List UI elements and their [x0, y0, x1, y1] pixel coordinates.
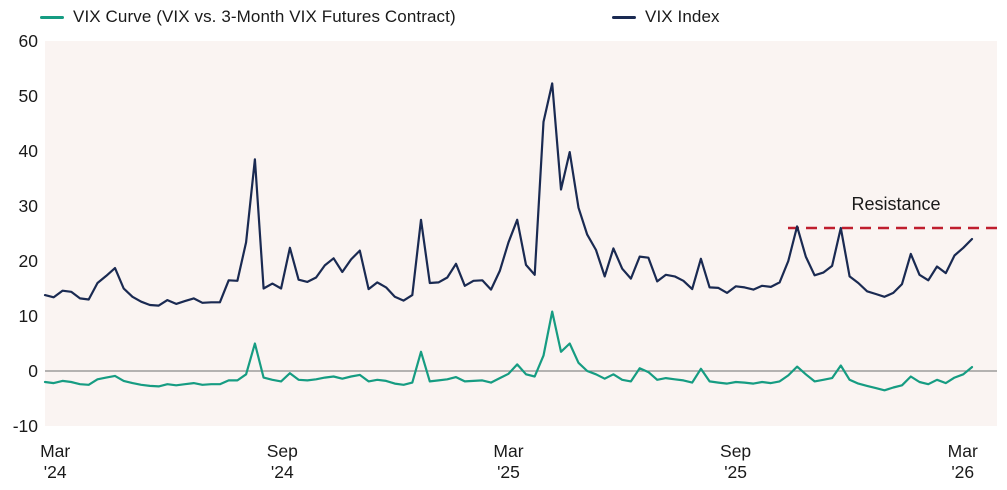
x-tick-label: Mar '25: [464, 441, 554, 483]
x-tick-label: Sep '24: [237, 441, 327, 483]
legend-label: VIX Curve (VIX vs. 3-Month VIX Futures C…: [73, 7, 456, 26]
y-tick-label: -10: [12, 415, 38, 436]
x-tick-label: Sep '25: [691, 441, 781, 483]
legend-item-vix-index: VIX Index: [612, 6, 720, 28]
y-tick-label: 40: [18, 140, 38, 161]
x-tick-label: Mar '24: [10, 441, 100, 483]
x-tick-year: '25: [724, 462, 748, 482]
y-tick-label: 0: [28, 360, 38, 381]
x-tick-year: '24: [270, 462, 294, 482]
y-tick-label: 50: [18, 85, 38, 106]
x-tick-month: Mar: [947, 441, 978, 461]
legend-line-swatch: [40, 15, 64, 19]
y-tick-label: 30: [18, 195, 38, 216]
x-tick-month: Sep: [266, 441, 298, 461]
vix-curve-line: [43, 310, 974, 392]
y-tick-label: 10: [18, 305, 38, 326]
y-tick-label: 60: [18, 30, 38, 51]
legend-label: VIX Index: [645, 7, 720, 26]
plot-background: [45, 41, 997, 426]
x-tick-month: Mar: [493, 441, 524, 461]
x-tick-label: Mar '26: [918, 441, 1007, 483]
legend-item-vix-curve: VIX Curve (VIX vs. 3-Month VIX Futures C…: [40, 6, 456, 28]
x-tick-month: Mar: [40, 441, 71, 461]
x-tick-year: '25: [497, 462, 520, 482]
y-tick-label: 20: [18, 250, 38, 271]
legend-line-swatch: [612, 15, 636, 19]
chart-legend: VIX Curve (VIX vs. 3-Month VIX Futures C…: [0, 6, 1007, 28]
resistance-annotation-label: Resistance: [851, 194, 941, 214]
x-tick-month: Sep: [720, 441, 752, 461]
vix-index-line: [43, 82, 974, 307]
x-tick-year: '24: [43, 462, 67, 482]
x-tick-year: '26: [951, 462, 975, 482]
